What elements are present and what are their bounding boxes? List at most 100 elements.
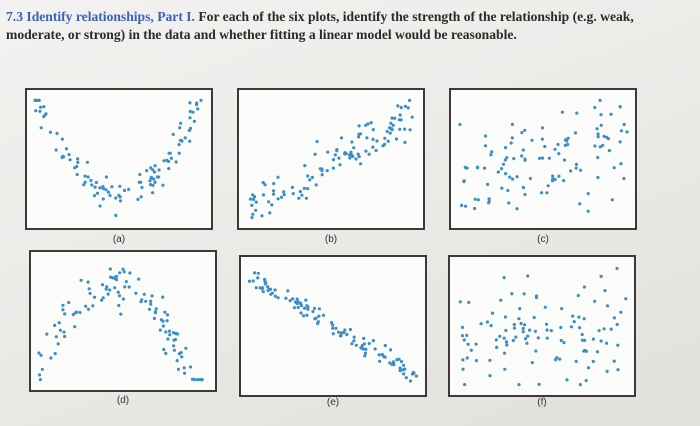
data-point — [377, 353, 381, 357]
data-point — [574, 162, 579, 166]
data-point — [551, 174, 555, 178]
data-point — [562, 179, 566, 183]
data-point — [93, 185, 97, 189]
data-point — [180, 355, 184, 359]
data-point — [557, 152, 561, 156]
data-point — [504, 340, 509, 344]
data-point — [612, 166, 616, 170]
data-point — [502, 336, 506, 340]
data-point — [345, 332, 349, 337]
scatterplot-e — [239, 255, 427, 397]
data-point — [511, 177, 515, 181]
data-point — [576, 293, 580, 298]
data-point — [282, 190, 286, 194]
data-point — [483, 144, 488, 148]
data-point — [562, 158, 567, 162]
data-point — [295, 297, 299, 301]
data-point — [599, 123, 603, 127]
data-point — [458, 122, 462, 127]
data-point — [76, 157, 80, 161]
data-point — [508, 175, 512, 179]
data-point — [337, 156, 341, 160]
data-point — [540, 137, 544, 141]
data-point — [530, 138, 534, 142]
data-point — [127, 187, 131, 191]
data-point — [83, 174, 87, 178]
data-point — [381, 144, 385, 148]
data-point — [528, 328, 532, 332]
data-point — [195, 102, 199, 107]
data-point — [106, 292, 110, 296]
data-point — [593, 105, 597, 110]
data-point — [523, 158, 527, 162]
plot-label-d: (d) — [116, 395, 130, 406]
data-point — [320, 173, 324, 177]
data-point — [196, 107, 200, 111]
scatterplot-a — [25, 88, 213, 230]
scatterplot-e-points — [247, 271, 418, 383]
data-point — [149, 176, 153, 180]
data-point — [68, 158, 72, 162]
data-point — [357, 155, 361, 159]
data-point — [321, 313, 326, 317]
data-point — [474, 342, 478, 346]
data-point — [317, 307, 321, 311]
data-point — [597, 329, 601, 333]
data-point — [389, 348, 393, 352]
data-point — [76, 160, 80, 164]
problem-number: 7.3 — [6, 9, 23, 24]
data-point — [530, 361, 534, 365]
data-point — [364, 149, 368, 153]
data-point — [296, 300, 300, 304]
data-point — [510, 122, 514, 126]
data-point — [517, 317, 521, 321]
data-point — [393, 116, 397, 120]
data-point — [615, 322, 619, 327]
data-point — [273, 288, 277, 292]
data-point — [545, 336, 549, 340]
data-point — [498, 334, 502, 338]
data-point — [299, 301, 303, 305]
data-point — [540, 126, 545, 130]
data-point — [512, 322, 516, 327]
data-point — [336, 330, 341, 334]
data-point — [54, 335, 58, 339]
data-point — [573, 131, 578, 135]
data-point — [609, 327, 613, 331]
data-point — [560, 307, 564, 311]
data-point — [475, 166, 480, 170]
data-point — [340, 331, 344, 335]
data-point — [495, 345, 499, 349]
data-point — [38, 378, 42, 382]
data-point — [609, 112, 613, 116]
plot-label-e: (e) — [326, 397, 340, 408]
data-point — [272, 192, 276, 196]
data-point — [622, 176, 626, 181]
data-point — [532, 315, 536, 320]
data-point — [515, 175, 519, 179]
data-point — [161, 324, 165, 328]
data-point — [582, 285, 586, 289]
data-point — [171, 132, 175, 136]
data-point — [86, 280, 90, 284]
data-point — [87, 287, 91, 291]
data-point — [272, 182, 276, 186]
data-point — [363, 351, 368, 355]
data-point — [183, 136, 187, 140]
data-point — [599, 339, 603, 343]
data-point — [136, 197, 140, 201]
data-point — [487, 197, 491, 201]
data-point — [500, 167, 504, 171]
data-point — [167, 329, 172, 333]
data-point — [331, 332, 335, 336]
data-point — [390, 128, 394, 132]
data-point — [117, 303, 121, 308]
data-point — [489, 324, 493, 328]
data-point — [296, 305, 300, 309]
data-point — [565, 378, 569, 382]
data-point — [596, 155, 600, 160]
data-point — [412, 371, 416, 375]
data-point — [619, 162, 623, 166]
data-point — [113, 286, 117, 290]
data-point — [172, 348, 176, 352]
